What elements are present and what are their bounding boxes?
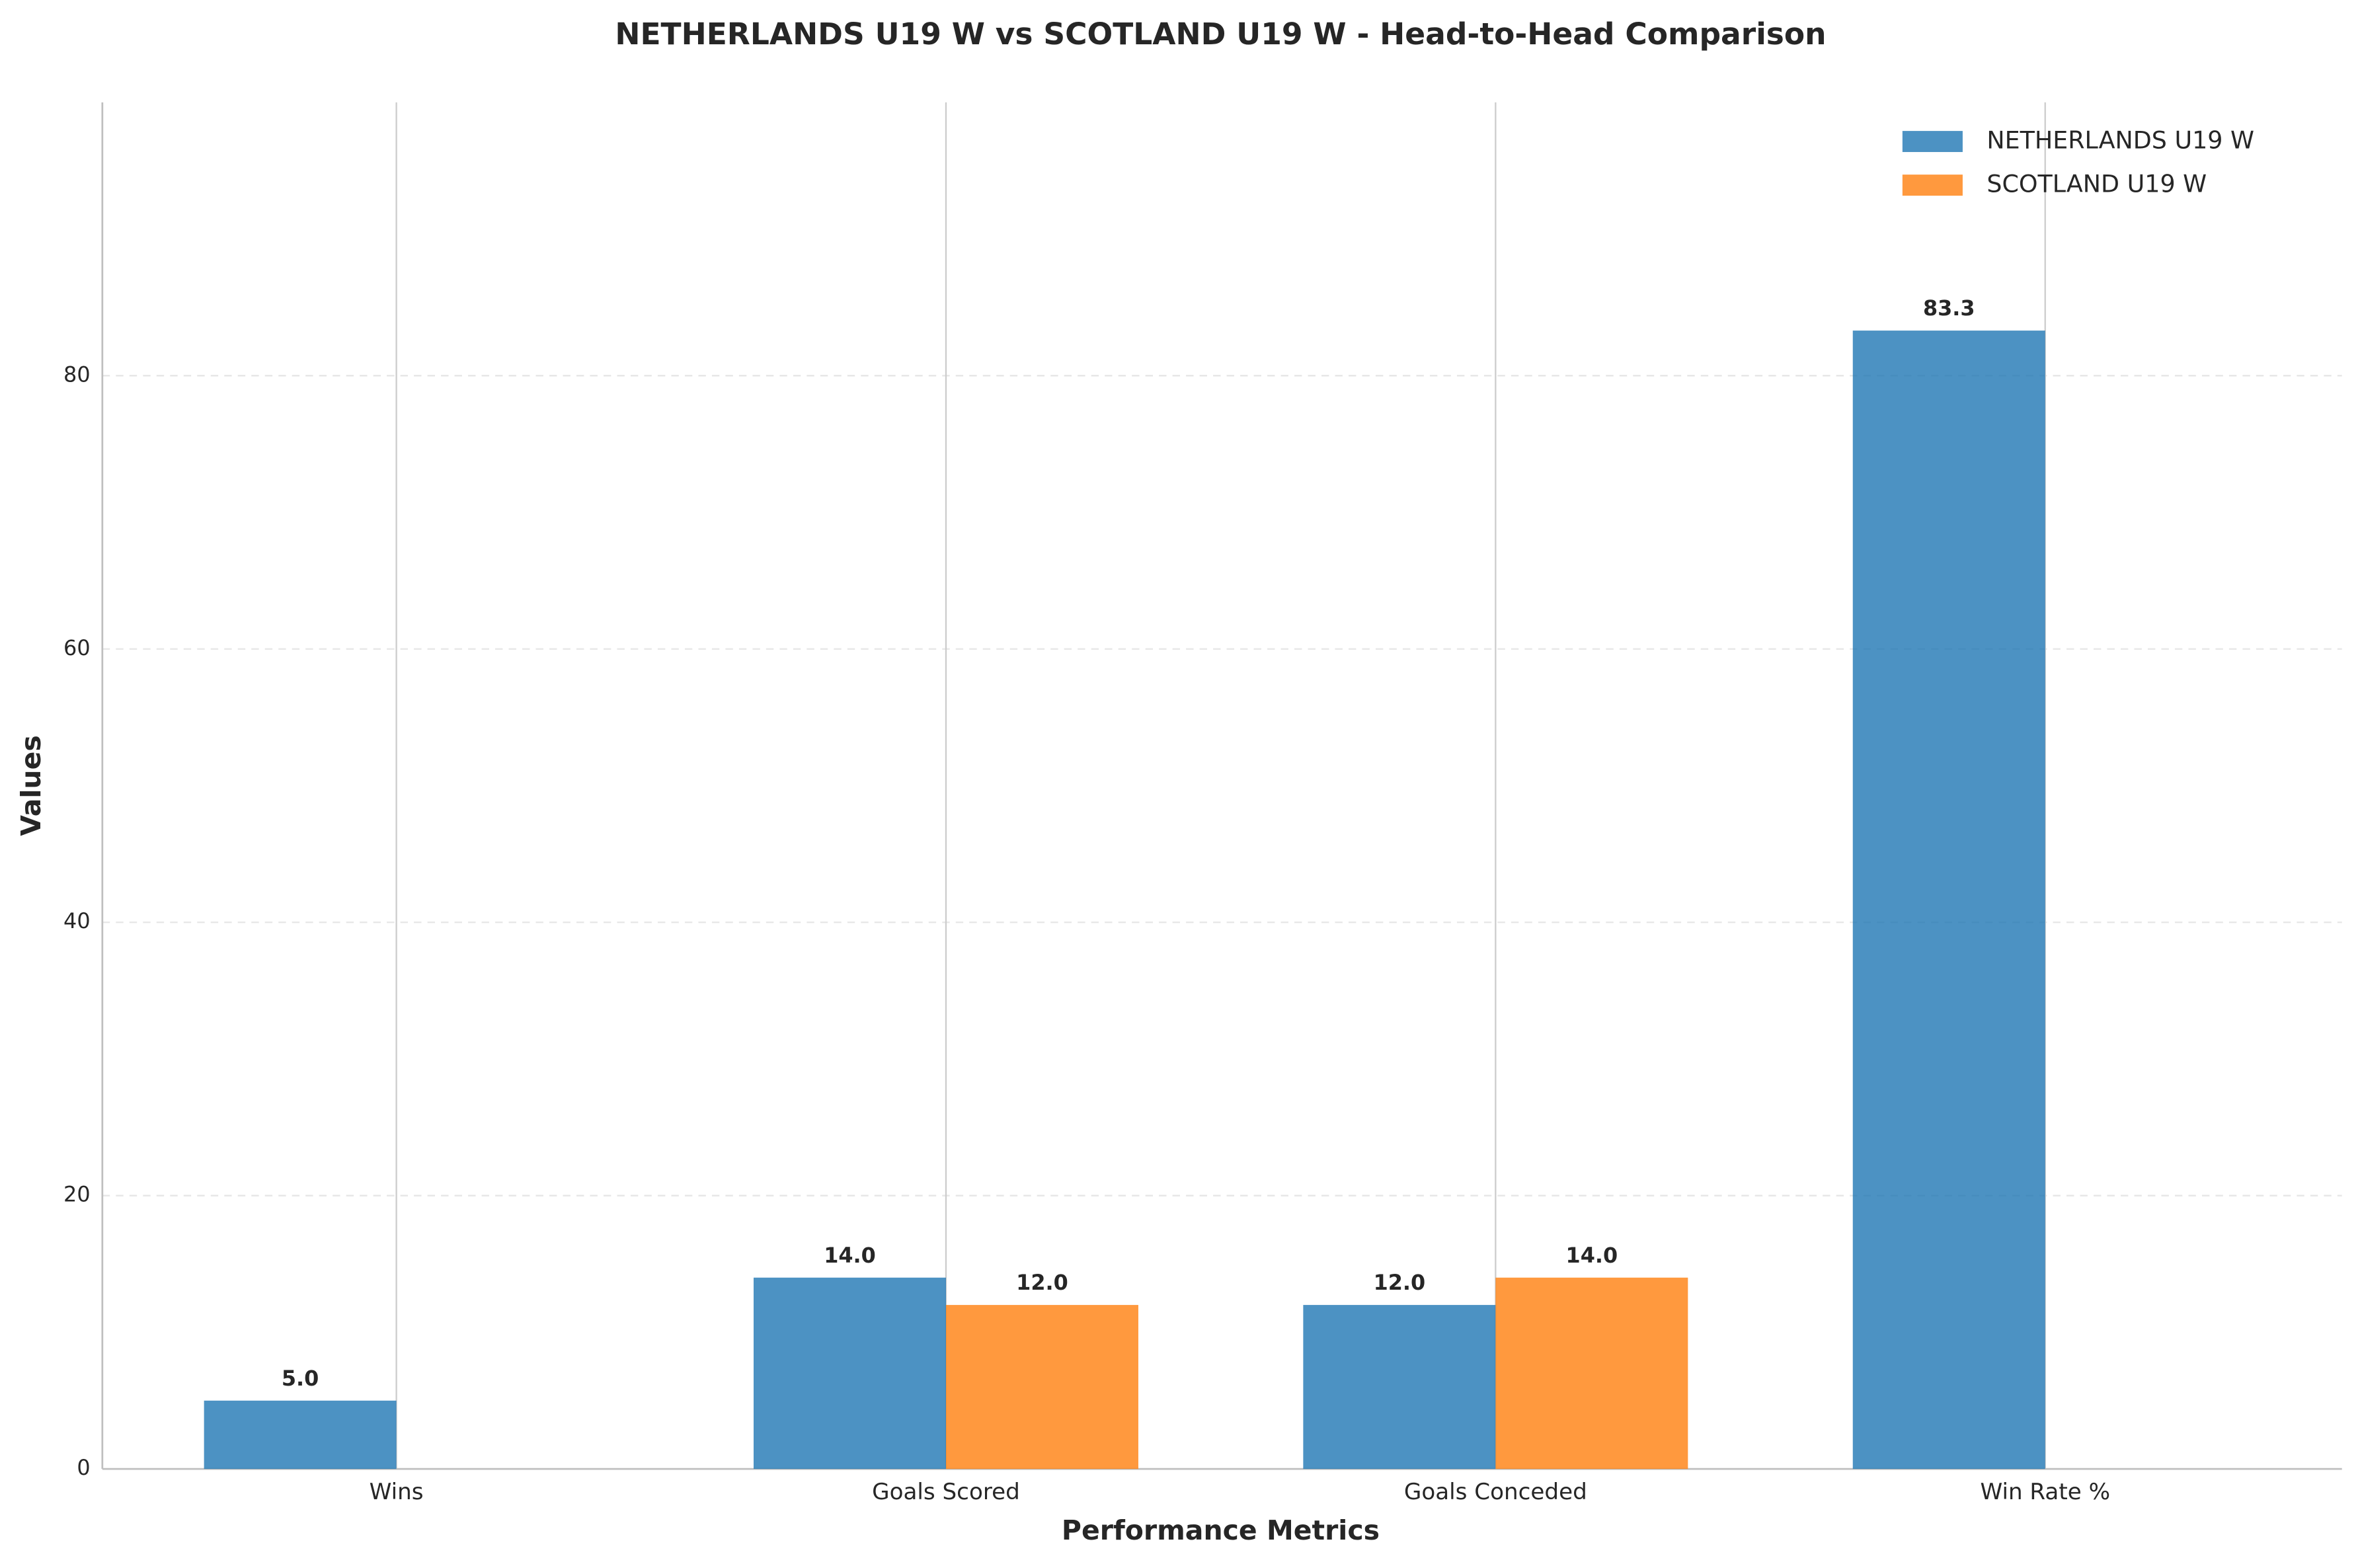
value-label: 12.0 xyxy=(1374,1270,1426,1295)
x-tick-label: Win Rate % xyxy=(1980,1479,2110,1505)
bar xyxy=(1495,1277,1688,1470)
bar xyxy=(945,1305,1138,1470)
value-label: 14.0 xyxy=(824,1243,876,1268)
value-label: 12.0 xyxy=(1016,1270,1068,1295)
x-tick-label: Wins xyxy=(370,1479,424,1505)
x-tick-label: Goals Scored xyxy=(872,1479,1020,1505)
y-tick-label: 20 xyxy=(63,1182,91,1207)
legend-swatch xyxy=(1902,175,1963,196)
legend-label: NETHERLANDS U19 W xyxy=(1986,126,2254,155)
bar xyxy=(204,1400,397,1470)
y-axis-label: Values xyxy=(15,735,47,836)
value-label: 83.3 xyxy=(1923,295,1975,321)
value-label: 5.0 xyxy=(282,1366,319,1391)
legend-label: SCOTLAND U19 W xyxy=(1986,170,2207,198)
bar xyxy=(1303,1305,1496,1470)
y-tick-label: 60 xyxy=(63,635,91,660)
x-axis-label: Performance Metrics xyxy=(1062,1514,1380,1546)
legend-swatch xyxy=(1902,131,1963,152)
bar xyxy=(754,1277,946,1470)
chart-title: NETHERLANDS U19 W vs SCOTLAND U19 W - He… xyxy=(615,17,1826,52)
y-tick-label: 80 xyxy=(63,362,91,387)
y-tick-label: 0 xyxy=(77,1455,90,1480)
bar xyxy=(1852,331,2045,1470)
value-label: 14.0 xyxy=(1566,1243,1618,1268)
x-tick-label: Goals Conceded xyxy=(1404,1479,1587,1505)
y-tick-label: 40 xyxy=(63,908,91,933)
